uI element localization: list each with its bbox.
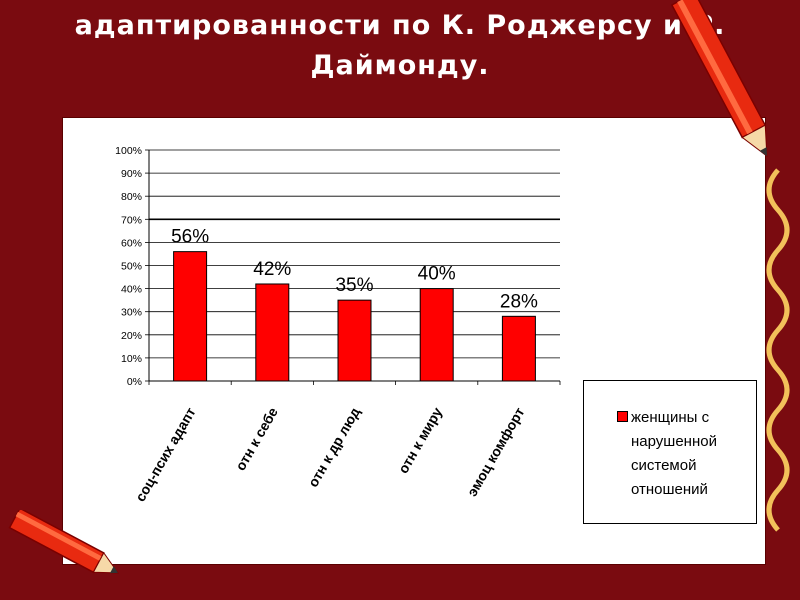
bar — [337, 299, 372, 382]
legend-label-line: нарушенной — [631, 433, 717, 450]
slide-title: адаптированности по К. Роджерсу и Р. Дай… — [20, 6, 780, 86]
legend-label-line: системой — [631, 457, 697, 474]
slide-title-line-1: адаптированности по К. Роджерсу и Р. — [74, 10, 726, 41]
y-tick-label: 80% — [121, 191, 142, 203]
slide-title-line-2: Даймонду. — [310, 50, 490, 81]
bar-chart: 0% 10% 20% 30% 40% 50% 60% 70% 80% 90% 100% 56% соц-… — [115, 145, 561, 504]
bar — [501, 315, 536, 382]
data-label: 40% — [418, 264, 456, 285]
legend-label: женщины с нарушенной системой отношений — [631, 406, 749, 502]
bar — [173, 251, 208, 382]
chart-panel: 0% 10% 20% 30% 40% 50% 60% 70% 80% 90% 100% 56% соц-… — [62, 117, 766, 565]
y-tick-label: 20% — [121, 330, 142, 342]
legend-label-line: женщины с — [631, 409, 710, 426]
y-tick-label: 0% — [127, 376, 142, 388]
pencil-bottom-left-icon — [8, 510, 120, 574]
legend-swatch — [617, 411, 628, 422]
x-category-label: соц-псих адапт — [132, 404, 199, 504]
chart-legend: женщины с нарушенной системой отношений — [583, 380, 757, 524]
data-label: 42% — [253, 259, 291, 280]
y-tick-label: 30% — [121, 307, 142, 319]
data-label: 56% — [171, 227, 209, 248]
bar — [255, 283, 290, 382]
x-category-label: отн к миру — [395, 404, 446, 476]
y-tick-label: 70% — [121, 214, 142, 226]
data-label: 28% — [500, 291, 538, 312]
y-tick-label: 100% — [115, 145, 142, 157]
x-category-label: отн к себе — [232, 404, 281, 473]
x-category-label: отн к др люд — [305, 404, 364, 489]
pencil-top-right-icon — [670, 0, 790, 532]
y-tick-label: 10% — [121, 353, 142, 365]
data-label: 35% — [335, 275, 373, 296]
y-tick-label: 60% — [121, 237, 142, 249]
y-tick-label: 40% — [121, 284, 142, 296]
x-category-label: эмоц комфорт — [464, 404, 528, 499]
y-tick-label: 90% — [121, 168, 142, 180]
legend-label-line: отношений — [631, 481, 708, 498]
bar — [419, 288, 454, 382]
y-tick-label: 50% — [121, 261, 142, 273]
